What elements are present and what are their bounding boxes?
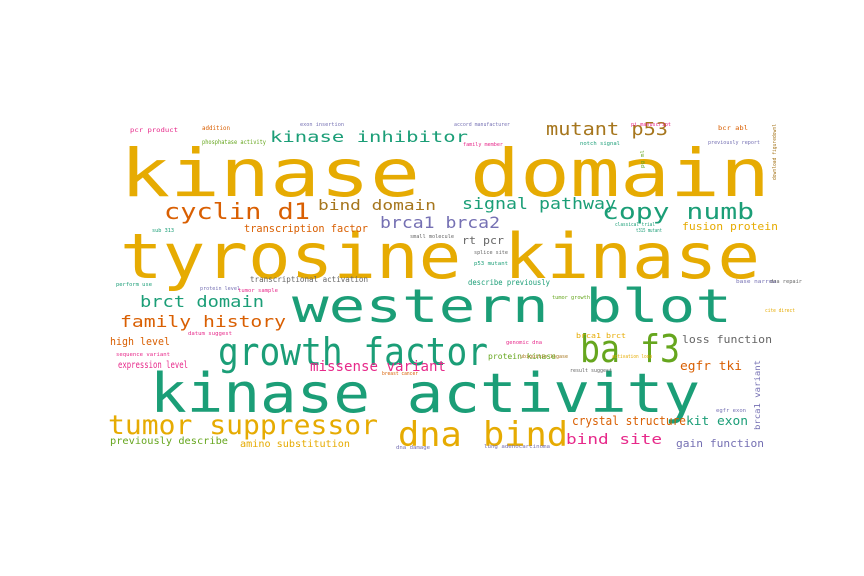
cloud-word: copy numb — [602, 200, 754, 225]
cloud-word: genomic dna — [506, 340, 542, 346]
cloud-word: bcr abl — [718, 125, 748, 132]
cloud-word: bind site — [566, 432, 662, 448]
cloud-word: phosphatase activity — [202, 139, 266, 146]
cloud-word: family member — [463, 142, 503, 148]
cloud-word: crystal structure — [572, 414, 686, 428]
cloud-word: protein level — [200, 286, 240, 292]
cloud-word: cite direct — [765, 308, 795, 314]
cloud-word: exon insertion — [300, 122, 344, 128]
cloud-word: family history — [120, 312, 286, 331]
cloud-word: transcription factor — [244, 222, 368, 235]
cloud-word: describe previously — [468, 278, 550, 287]
cloud-word: sequence variant — [116, 352, 170, 358]
cloud-word: activation loop — [612, 354, 652, 360]
cloud-word: dna bind — [398, 415, 568, 455]
cloud-word: loss function — [682, 333, 772, 346]
cloud-word: tumor growth — [552, 295, 590, 301]
cloud-word: dna repair — [770, 279, 802, 285]
cloud-word: signal pathway — [462, 194, 616, 213]
cloud-word: accord manufacturer — [454, 122, 510, 128]
cloud-word: brct domain — [140, 292, 264, 311]
cloud-word: dna damage — [396, 445, 430, 451]
cloud-word: classical trial — [615, 222, 655, 228]
cloud-word: tumor sample — [238, 288, 278, 294]
cloud-word: breast cancer — [382, 371, 418, 377]
cloud-word: kinase domain — [120, 135, 770, 212]
cloud-word: p53 mutant — [474, 261, 508, 267]
cloud-word: transcriptional activation — [250, 275, 368, 284]
cloud-word: sub 313 — [152, 228, 174, 234]
cloud-word: expression level — [118, 360, 188, 371]
cloud-word: cyclin d1 — [164, 200, 310, 225]
cloud-word: lung adenocarcinoma — [484, 444, 550, 450]
cloud-word: previously report — [708, 140, 760, 146]
cloud-word: tumor suppressor — [108, 410, 378, 441]
cloud-word: egfr tki — [680, 359, 742, 373]
cloud-word: kinase inhibitor — [270, 128, 468, 146]
cloud-word: notch signal — [580, 141, 620, 147]
cloud-word: addition — [202, 125, 230, 132]
cloud-word: amino substitution — [240, 439, 350, 450]
cloud-word: missense variant — [310, 359, 446, 375]
cloud-word: ba f3 — [580, 327, 680, 371]
cloud-word: download figuredownl — [772, 124, 778, 180]
cloud-word: bind domain — [318, 198, 436, 214]
cloud-word: pi manuscript — [631, 122, 671, 128]
cloud-word: perform use — [116, 282, 152, 288]
cloud-word: high level — [110, 335, 170, 348]
cloud-word: brca1 brct — [576, 332, 626, 340]
cloud-word: brca1 variant — [753, 360, 762, 430]
cloud-word: pcr product — [130, 127, 178, 134]
cloud-word: previously describe — [110, 436, 228, 447]
cloud-word: protein kinase — [488, 352, 556, 361]
cloud-word: brca1 brca2 — [380, 213, 500, 232]
cloud-word: small molecule — [410, 234, 454, 240]
cloud-word: kinase activity — [150, 362, 700, 425]
cloud-word: base narrow — [736, 279, 777, 285]
cloud-word: t315 mutant — [636, 228, 662, 234]
cloud-word: splice site — [474, 250, 508, 256]
cloud-word: growth factor — [218, 330, 488, 374]
cloud-word: mutant p53 — [546, 119, 668, 140]
cloud-word: kit exon — [686, 414, 748, 428]
cloud-word: rt pcr — [462, 234, 504, 247]
cloud-word: result suggest — [570, 368, 612, 374]
cloud-word: gain function — [676, 437, 764, 450]
cloud-word: pg ml — [640, 150, 646, 168]
cloud-word: tyrosine kinase — [120, 220, 760, 293]
cloud-word: fusion protein — [682, 220, 778, 233]
cloud-word: datum suggest — [188, 331, 232, 337]
cloud-word: ubiquitin ligase — [520, 354, 568, 360]
cloud-word: egfr exon — [716, 408, 746, 414]
cloud-word: western blot — [292, 279, 732, 333]
